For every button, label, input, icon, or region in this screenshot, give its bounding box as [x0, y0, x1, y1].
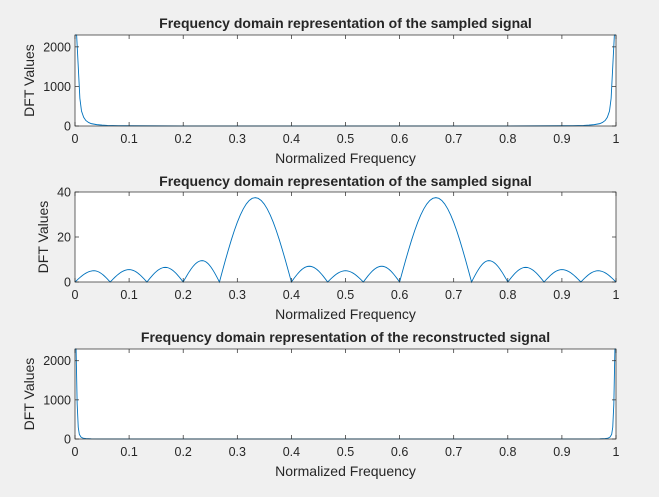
x-tick-label: 0.9	[553, 132, 570, 146]
x-tick-label: 0.1	[120, 132, 137, 146]
y-tick-label: 20	[57, 231, 71, 245]
y-tick-label: 0	[64, 276, 71, 290]
x-tick-label: 0.6	[391, 288, 408, 302]
y-axis-label: DFT Values	[21, 44, 37, 117]
x-tick-label: 0.6	[391, 132, 408, 146]
x-tick-label: 0.7	[445, 288, 462, 302]
x-tick-label: 0.5	[337, 288, 354, 302]
y-tick-label: 1000	[43, 393, 71, 407]
x-tick-label: 0.1	[120, 445, 137, 459]
y-axis-label: DFT Values	[35, 201, 51, 274]
x-tick-label: 0.7	[445, 445, 462, 459]
x-tick-label: 0.9	[553, 445, 570, 459]
x-tick-label: 0.3	[229, 132, 246, 146]
chart-title: Frequency domain representation of the r…	[141, 329, 550, 345]
x-tick-label: 0.2	[175, 132, 192, 146]
y-tick-label: 0	[64, 120, 71, 134]
x-tick-label: 0.2	[175, 445, 192, 459]
x-tick-label: 0.8	[499, 132, 516, 146]
y-tick-label: 2000	[43, 40, 71, 54]
subplot-top: 0 0.1 0.2 0.3 0.4 0.5 0.6 0.7 0.8 0.9 1 0 1000 2000 Fr…	[21, 15, 620, 166]
x-tick-label: 0.7	[445, 132, 462, 146]
x-tick-label: 1	[613, 288, 620, 302]
x-tick-label: 1	[613, 132, 620, 146]
y-tick-label: 1000	[43, 80, 71, 94]
series-line	[74, 197, 617, 284]
x-tick-label: 0.3	[229, 445, 246, 459]
x-tick-label: 1	[613, 445, 620, 459]
subplot-middle: 0 0.1 0.2 0.3 0.4 0.5 0.6 0.7 0.8 0.9 1 0 20 40 Freque…	[35, 173, 620, 322]
x-tick-label: 0	[72, 288, 79, 302]
chart-title: Frequency domain representation of the s…	[159, 173, 532, 189]
x-tick-label: 0.4	[283, 288, 300, 302]
x-axis-label: Normalized Frequency	[275, 306, 416, 322]
x-axis-label: Normalized Frequency	[275, 150, 416, 166]
plot-area	[75, 349, 616, 439]
chart-title: Frequency domain representation of the s…	[159, 15, 532, 31]
y-tick-label: 2000	[43, 354, 71, 368]
x-tick-label: 0.8	[499, 445, 516, 459]
x-tick-label: 0.3	[229, 288, 246, 302]
plot-area	[75, 192, 616, 282]
x-tick-label: 0.9	[553, 288, 570, 302]
x-tick-label: 0.4	[283, 132, 300, 146]
plot-area	[75, 35, 616, 126]
x-tick-label: 0.8	[499, 288, 516, 302]
subplot-bottom: 0 0.1 0.2 0.3 0.4 0.5 0.6 0.7 0.8 0.9 1 0 1000 2000 Fr…	[21, 329, 620, 479]
x-tick-label: 0.6	[391, 445, 408, 459]
x-tick-label: 0.5	[337, 445, 354, 459]
y-tick-label: 40	[57, 186, 71, 200]
y-tick-label: 0	[64, 433, 71, 447]
x-tick-label: 0.5	[337, 132, 354, 146]
x-tick-label: 0	[72, 132, 79, 146]
x-tick-label: 0.1	[120, 288, 137, 302]
x-tick-label: 0	[72, 445, 79, 459]
y-axis-label: DFT Values	[21, 358, 37, 431]
x-tick-label: 0.4	[283, 445, 300, 459]
x-tick-label: 0.2	[175, 288, 192, 302]
x-axis-label: Normalized Frequency	[275, 463, 416, 479]
